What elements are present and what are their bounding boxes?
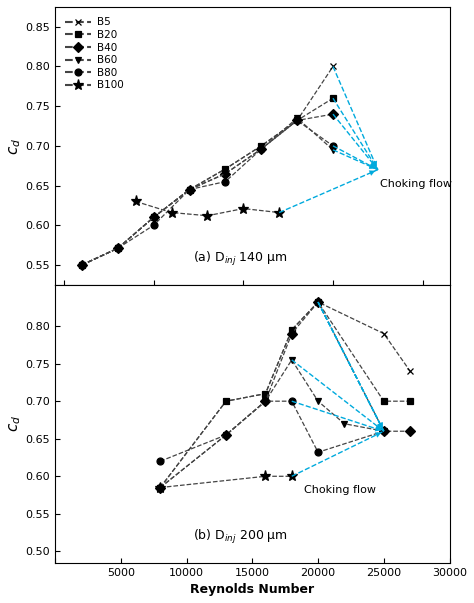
Y-axis label: c$_d$: c$_d$: [7, 137, 23, 154]
X-axis label: Reynolds Number: Reynolds Number: [190, 583, 314, 596]
Text: (a) D$_{inj}$ 140 μm: (a) D$_{inj}$ 140 μm: [193, 250, 288, 268]
Y-axis label: c$_d$: c$_d$: [7, 415, 23, 432]
Text: (b) D$_{inj}$ 200 μm: (b) D$_{inj}$ 200 μm: [193, 528, 288, 546]
Text: Choking flow: Choking flow: [303, 485, 375, 495]
Text: Choking flow: Choking flow: [380, 179, 452, 189]
Legend: B5, B20, B40, B60, B80, B100: B5, B20, B40, B60, B80, B100: [60, 12, 128, 96]
